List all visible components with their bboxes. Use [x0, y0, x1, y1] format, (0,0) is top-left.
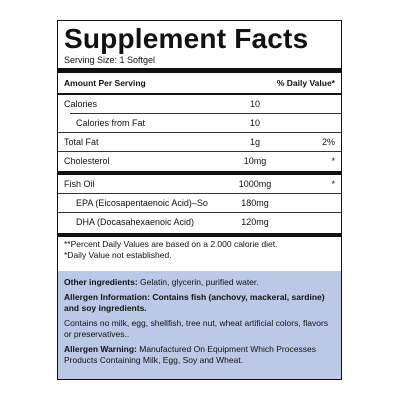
row-name: Calories from Fat — [76, 118, 146, 128]
row-name: DHA (Docasahexaenoic Acid) — [76, 217, 195, 227]
row-amount: 10mg — [243, 156, 267, 166]
row-name: EPA (Eicosapentaenoic Acid)–So — [76, 198, 208, 208]
row-divider — [70, 113, 341, 114]
row-divider — [58, 151, 341, 152]
serving-size: Serving Size: 1 Softgel — [64, 55, 156, 65]
table-row: Total Fat 1g 2% — [58, 133, 341, 151]
allergen-warning: Allergen Warning: Manufactured On Equipm… — [64, 344, 335, 366]
row-amount: 1000mg — [238, 179, 272, 189]
footnote: **Percent Daily Values are based on a 2.… — [64, 239, 277, 261]
row-name: Calories — [64, 99, 98, 109]
row-divider — [58, 193, 341, 194]
row-amount: 1g — [249, 137, 260, 147]
supplement-facts-panel: Supplement Facts Serving Size: 1 Softgel… — [57, 20, 342, 380]
row-name: Fish Oil — [64, 179, 95, 189]
allergen-information: Allergen Information: Contains fish (anc… — [64, 292, 335, 314]
row-divider — [58, 212, 341, 213]
row-amount: 10 — [249, 118, 260, 128]
footnote-not-established: *Daily Value not established. — [64, 250, 172, 260]
amount-per-serving-header: Amount Per Serving — [64, 78, 146, 88]
row-dv: 2% — [321, 137, 335, 147]
row-name: Total Fat — [64, 137, 99, 147]
allergen-information-text: Contains fish (anchovy, mackeral, sardin… — [64, 292, 325, 313]
header-rule — [58, 93, 341, 95]
row-amount: 120mg — [241, 217, 269, 227]
table-row: Calories 10 — [58, 95, 341, 113]
table-row: EPA (Eicosapentaenoic Acid)–So 180mg — [58, 194, 341, 212]
row-name: Cholesterol — [64, 156, 110, 166]
section-rule — [58, 171, 341, 175]
allergen-information-label: Allergen Information: — [64, 292, 153, 302]
row-dv: * — [331, 179, 335, 189]
row-divider — [58, 132, 341, 133]
table-header: Amount Per Serving % Daily Value* — [58, 74, 341, 92]
other-ingredients: Other ingredients: Gelatin, glycerin, pu… — [64, 277, 335, 288]
other-ingredients-text: Gelatin, glycerin, purified water. — [137, 277, 259, 287]
allergen-warning-text: Manufactured On Equipment Which Processe… — [64, 344, 316, 365]
row-amount: 180mg — [241, 198, 269, 208]
thick-rule — [58, 68, 341, 73]
table-row: DHA (Docasahexaenoic Acid) 120mg — [58, 213, 341, 231]
table-row: Calories from Fat 10 — [58, 114, 341, 132]
daily-value-header: % Daily Value* — [276, 78, 335, 88]
table-row: Fish Oil 1000mg * — [58, 175, 341, 193]
row-dv: * — [331, 156, 335, 166]
contains-no: Contains no milk, egg, shellfish, tree n… — [64, 318, 329, 339]
row-amount: 10 — [249, 99, 260, 109]
panel-title: Supplement Facts — [64, 23, 309, 54]
footnote-daily-values: **Percent Daily Values are based on a 2.… — [64, 239, 278, 249]
ingredients-section: Other ingredients: Gelatin, glycerin, pu… — [58, 271, 341, 379]
table-row: Cholesterol 10mg * — [58, 152, 341, 170]
section-rule — [58, 233, 341, 237]
allergen-warning-label: Allergen Warning: — [64, 344, 137, 354]
other-ingredients-label: Other ingredients: — [64, 277, 138, 287]
